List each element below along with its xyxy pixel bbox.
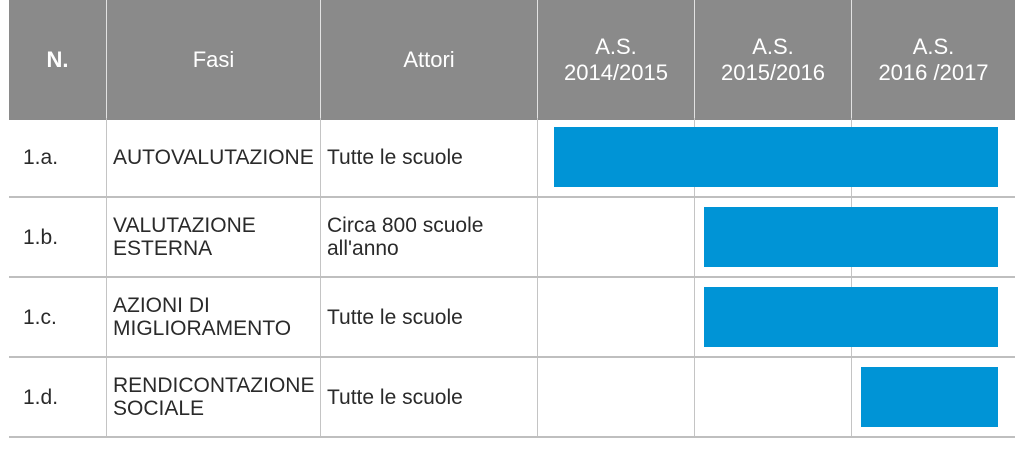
row-number: 1.d. — [23, 385, 59, 409]
header-fasi: Fasi — [192, 47, 235, 72]
fase-line: VALUTAZIONE — [113, 214, 256, 237]
header-year-3-line1: A.S. — [912, 34, 955, 59]
row-number: 1.a. — [23, 145, 59, 169]
attori-line: Tutte le scuole — [327, 145, 463, 169]
row-fase: VALUTAZIONE ESTERNA — [113, 198, 320, 276]
header-number: N. — [46, 47, 69, 72]
row-number: 1.b. — [23, 225, 59, 249]
attori-line: Tutte le scuole — [327, 305, 463, 329]
table-row: 1.a. AUTOVALUTAZIONE Tutte le scuole — [9, 118, 1015, 198]
row-number: 1.c. — [23, 305, 57, 329]
row-attori: Circa 800 scuole all'anno — [327, 198, 535, 276]
header-year-3-line2: 2016 /2017 — [878, 60, 989, 85]
attori-line: Circa 800 scuole — [327, 214, 484, 237]
table-header: N. Fasi Attori A.S. 2014/2015 A.S. 2015/20… — [9, 0, 1015, 120]
row-fase: AZIONI DI MIGLIORAMENTO — [113, 278, 320, 356]
gantt-bar — [704, 207, 998, 267]
fase-line: AZIONI DI — [113, 294, 210, 317]
row-fase: AUTOVALUTAZIONE — [113, 118, 320, 196]
header-year-1-line2: 2014/2015 — [564, 60, 668, 85]
header-year-1: A.S. 2014/2015 — [538, 0, 694, 120]
gantt-bar — [861, 367, 998, 427]
header-year-2-line1: A.S. — [752, 34, 794, 59]
timeline-table: N. Fasi Attori A.S. 2014/2015 A.S. 2015/20… — [9, 0, 1015, 438]
attori-line: all'anno — [327, 237, 399, 260]
header-year-1-line1: A.S. — [595, 34, 637, 59]
fase-line: SOCIALE — [113, 397, 205, 420]
header-attori: Attori — [403, 47, 455, 72]
fase-line: RENDICONTAZIONE — [113, 374, 315, 397]
fase-line: ESTERNA — [113, 237, 213, 260]
header-year-2: A.S. 2015/2016 — [695, 0, 851, 120]
fase-line: AUTOVALUTAZIONE — [113, 145, 314, 169]
fase-line: MIGLIORAMENTO — [113, 317, 292, 340]
gantt-bar — [704, 287, 998, 347]
row-attori: Tutte le scuole — [327, 358, 535, 436]
row-attori: Tutte le scuole — [327, 118, 535, 196]
row-fase: RENDICONTAZIONE SOCIALE — [113, 358, 320, 436]
header-year-2-line2: 2015/2016 — [721, 60, 825, 85]
row-attori: Tutte le scuole — [327, 278, 535, 356]
gantt-bar — [554, 127, 998, 187]
attori-line: Tutte le scuole — [327, 385, 463, 409]
table-row: 1.d. RENDICONTAZIONE SOCIALE Tutte le scu… — [9, 358, 1015, 438]
header-year-3: A.S. 2016 /2017 — [852, 0, 1015, 120]
table-row: 1.c. AZIONI DI MIGLIORAMENTO Tutte le scu… — [9, 278, 1015, 358]
table-row: 1.b. VALUTAZIONE ESTERNA Circa 800 scuole… — [9, 198, 1015, 278]
